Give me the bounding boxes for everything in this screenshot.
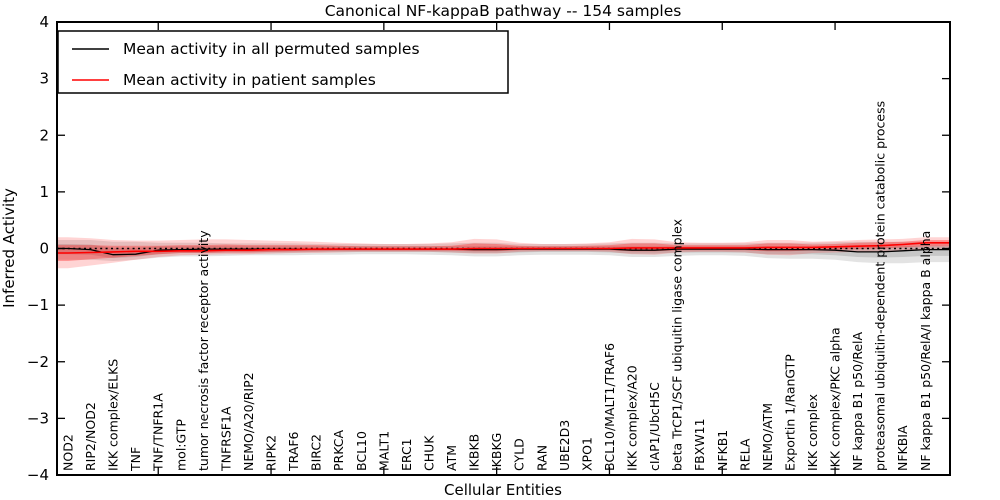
x-axis-label: Cellular Entities bbox=[444, 481, 562, 499]
x-tick-label: IKK complex bbox=[805, 394, 820, 471]
x-tick-label: RAN bbox=[534, 445, 549, 471]
x-tick-label: IKK complex/ELKS bbox=[106, 359, 121, 471]
x-tick-label: mol:GTP bbox=[173, 419, 188, 471]
y-tick-label: 0 bbox=[39, 240, 49, 258]
x-tick-label: NEMO/A20/RIP2 bbox=[241, 372, 256, 471]
x-tick-label: proteasomal ubiquitin-dependent protein … bbox=[873, 101, 888, 471]
x-tick-label: UBE2D3 bbox=[557, 420, 572, 471]
permuted-mean-line bbox=[57, 247, 950, 256]
chart-title: Canonical NF-kappaB pathway -- 154 sampl… bbox=[325, 2, 682, 20]
x-tick-label: IKBKG bbox=[489, 433, 504, 471]
x-tick-label: TNFRSF1A bbox=[218, 406, 233, 472]
permuted-band-outer bbox=[57, 240, 950, 264]
x-tick-label: TNF bbox=[128, 447, 143, 472]
y-tick-label: 4 bbox=[39, 13, 49, 31]
x-tick-label: NF kappa B1 p50/RelA bbox=[850, 331, 865, 471]
y-axis-label: Inferred Activity bbox=[0, 188, 18, 308]
legend-permuted-label: Mean activity in all permuted samples bbox=[123, 40, 420, 58]
x-tick-label: RIPK2 bbox=[264, 435, 279, 471]
legend-box bbox=[57, 30, 509, 94]
patient-band-outer bbox=[57, 237, 950, 269]
x-tick-label: CYLD bbox=[512, 438, 527, 471]
y-tick-label: −2 bbox=[27, 353, 49, 371]
y-tick-label: −3 bbox=[27, 409, 49, 427]
x-tick-label: NOD2 bbox=[61, 434, 76, 471]
x-tick-label: BCL10/MALT1/TRAF6 bbox=[602, 343, 617, 471]
x-tick-label: CHUK bbox=[421, 435, 436, 471]
x-tick-label: IKBKB bbox=[467, 434, 482, 471]
x-tick-label: IKK complex/PKC alpha bbox=[828, 327, 843, 471]
legend: Mean activity in all permuted samples Me… bbox=[57, 30, 509, 94]
x-tick-label: XPO1 bbox=[579, 437, 594, 471]
x-tick-label: BCL10 bbox=[354, 431, 369, 471]
x-tick-label: RELA bbox=[737, 438, 752, 471]
patient-mean-line bbox=[57, 242, 950, 254]
x-tick-label: BIRC2 bbox=[309, 434, 324, 471]
patient-band-inner bbox=[57, 240, 950, 261]
x-tick-label: MALT1 bbox=[376, 431, 391, 471]
x-tick-label: NEMO/ATM bbox=[760, 403, 775, 471]
y-tick-label: 1 bbox=[39, 183, 49, 201]
x-tick-label: NFKB1 bbox=[715, 430, 730, 471]
axes-frame bbox=[56, 21, 951, 476]
legend-patient-label: Mean activity in patient samples bbox=[123, 71, 376, 89]
y-tick-label: −4 bbox=[27, 466, 49, 484]
y-tick-label: 3 bbox=[39, 70, 49, 88]
x-tick-label: Exportin 1/RanGTP bbox=[782, 354, 797, 471]
x-tick-label: PRKCA bbox=[331, 430, 346, 471]
x-tick-label: TNF/TNFR1A bbox=[151, 393, 166, 472]
x-tick-label: ATM bbox=[444, 445, 459, 471]
x-tick-label: IKK complex/A20 bbox=[625, 365, 640, 471]
x-tick-label: RIP2/NOD2 bbox=[83, 402, 98, 471]
x-tick-label: NF kappa B1 p50/RelA/I kappa B alpha bbox=[918, 231, 933, 471]
x-tick-label: cIAP1/UbcH5C bbox=[647, 382, 662, 471]
y-tick-label: 2 bbox=[39, 126, 49, 144]
x-tick-label: ERC1 bbox=[399, 438, 414, 471]
x-tick-label: FBXW11 bbox=[692, 418, 707, 471]
x-tick-label: NFKBIA bbox=[895, 425, 910, 471]
x-tick-label: TRAF6 bbox=[286, 431, 301, 472]
plot-area: 4 3 2 1 0 −1 −2 −3 −4 NOD2 RIP2/NOD2 IKK complex/EL… bbox=[27, 13, 950, 484]
x-tick-label: beta TrCP1/SCF ubiquitin ligase complex bbox=[670, 219, 685, 471]
y-tick-label: −1 bbox=[27, 296, 49, 314]
x-tick-label: tumor necrosis factor receptor activity bbox=[196, 230, 211, 471]
